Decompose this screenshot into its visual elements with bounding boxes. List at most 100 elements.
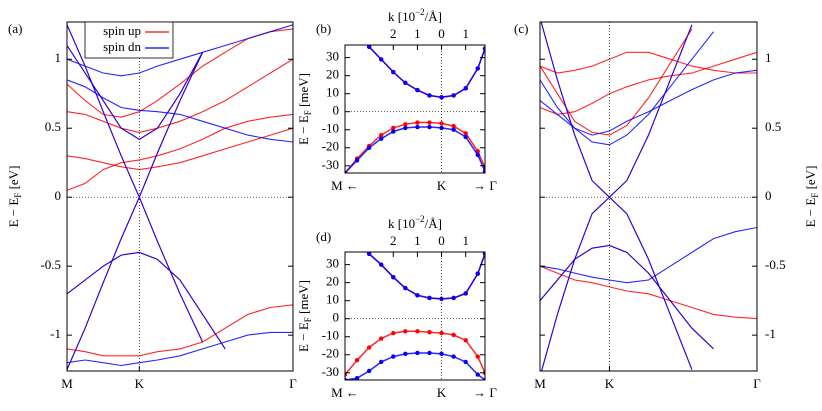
y-tick-label: 20 (326, 274, 339, 289)
x-tick-label: 0 (438, 26, 445, 41)
band-point (391, 275, 396, 280)
band-line (67, 24, 293, 77)
x-path-label: K (437, 178, 447, 193)
legend-label: spin dn (103, 39, 141, 54)
band-point (391, 354, 396, 359)
x-path-label: → Γ (473, 178, 497, 193)
band-point (379, 359, 384, 365)
band-line (540, 196, 693, 371)
y-tick-label: 0 (333, 103, 340, 118)
band-point (427, 93, 432, 98)
x-tick-label: Γ (753, 376, 761, 391)
band-point (451, 93, 456, 98)
x-tick-label: 2 (390, 233, 397, 248)
band-line (540, 31, 715, 146)
band-point (366, 368, 372, 374)
band-line (67, 79, 293, 143)
band-point (403, 122, 408, 127)
plot-frame (344, 44, 486, 174)
y-tick-label: 30 (326, 49, 339, 64)
band-line (540, 22, 693, 198)
y-title-unit: [meV] (296, 73, 311, 110)
x-title-sup: −2 (415, 7, 425, 17)
band-line (67, 251, 226, 350)
panel-label: (d) (316, 229, 331, 244)
band-point (415, 124, 420, 130)
band-line (67, 304, 293, 357)
y-tick-label: 10 (326, 85, 339, 100)
band-point (439, 125, 444, 131)
band-point (427, 350, 432, 356)
y-title-sub: F (303, 110, 313, 115)
plot-frame (539, 21, 758, 372)
band-point (463, 338, 468, 343)
band-line (368, 253, 485, 300)
legend-box (84, 21, 174, 59)
band-line (540, 244, 714, 350)
y-tick-label: 1 (55, 50, 62, 65)
y-axis-title: E − EF [meV] (296, 280, 313, 352)
band-point (482, 168, 485, 173)
x-tick-label: M (61, 376, 73, 391)
band-point (439, 95, 444, 100)
y-tick-label: 0 (333, 310, 340, 325)
band-point (403, 125, 408, 131)
x-tick-label: Γ (289, 376, 297, 391)
panel-label: (b) (316, 21, 331, 36)
band-point (482, 46, 485, 51)
y-axis-title: E − EF [eV] (6, 166, 23, 228)
band-line (368, 46, 485, 99)
x-axis-title: k [10−2/Å] (388, 214, 442, 231)
x-tick-label: M (534, 376, 546, 391)
band-point (463, 134, 468, 140)
band-point (482, 377, 485, 380)
x-tick-label: 1 (414, 233, 421, 248)
bands (540, 22, 757, 371)
band-line (540, 196, 693, 371)
band-point (379, 262, 384, 267)
band-line (540, 69, 757, 136)
band-point (345, 170, 348, 173)
band-point (379, 336, 384, 341)
band-point (391, 69, 396, 75)
y-axis-title: E − EF [eV] (803, 166, 820, 228)
band-line (67, 251, 226, 350)
bands (345, 45, 485, 173)
x-tick-label: 1 (414, 26, 421, 41)
band-line (540, 244, 714, 350)
band-point (403, 351, 408, 357)
plot-frame (66, 21, 294, 372)
band-point (451, 123, 456, 129)
band-line (540, 22, 693, 198)
x-tick-label: 1 (462, 26, 469, 41)
x-title-unit: /Å] (425, 9, 442, 24)
band-point (403, 285, 408, 291)
band-line (67, 127, 293, 171)
y-axis-title: E − EF [meV] (296, 73, 313, 145)
x-path-label: → Γ (473, 385, 497, 400)
x-tick-label: 0 (438, 233, 445, 248)
y-tick-label: 0 (765, 188, 772, 203)
band-point (391, 129, 396, 134)
band-point (451, 295, 456, 301)
band-line (67, 45, 204, 140)
panel-label: (c) (514, 21, 528, 36)
x-title-sup: −2 (415, 214, 425, 224)
legend-label: spin up (103, 23, 141, 38)
bands (345, 252, 485, 380)
band-point (475, 354, 480, 359)
x-path-label: M ← (331, 178, 359, 193)
band-point (427, 120, 432, 125)
y-tick-label: -10 (322, 328, 339, 343)
band-point (427, 295, 432, 301)
band-point (345, 372, 348, 377)
y-tick-label: -1 (765, 326, 776, 341)
x-tick-label: K (135, 376, 145, 391)
band-point (427, 124, 432, 130)
y-title-main: E − E (296, 115, 311, 145)
band-point (439, 121, 444, 126)
band-line (540, 51, 757, 115)
band-point (366, 45, 372, 50)
band-line (368, 253, 485, 300)
